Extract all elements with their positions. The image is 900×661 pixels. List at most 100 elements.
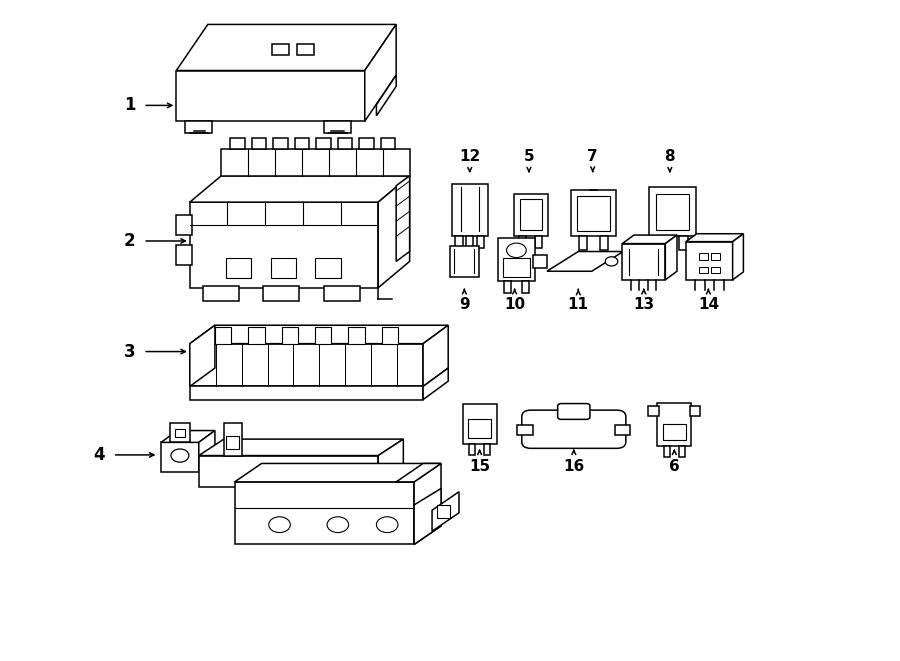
Bar (176, 245, 193, 264)
Bar (656, 194, 688, 230)
Bar (622, 244, 665, 280)
Circle shape (605, 256, 617, 266)
Bar (498, 239, 536, 281)
Polygon shape (378, 439, 403, 487)
Bar (657, 403, 691, 446)
Polygon shape (176, 71, 364, 121)
Bar (698, 266, 707, 273)
Polygon shape (423, 368, 448, 400)
FancyBboxPatch shape (558, 404, 590, 419)
Polygon shape (534, 254, 547, 268)
FancyBboxPatch shape (522, 410, 626, 448)
Bar (657, 237, 666, 250)
Bar (536, 237, 543, 249)
Bar (580, 237, 588, 250)
Text: 8: 8 (664, 149, 675, 164)
Polygon shape (224, 422, 242, 455)
Bar (520, 199, 542, 230)
Bar (324, 286, 360, 301)
Bar (686, 242, 733, 280)
Text: 3: 3 (124, 342, 136, 360)
Polygon shape (414, 463, 441, 545)
Bar (615, 424, 630, 435)
Bar (274, 137, 288, 149)
Polygon shape (423, 325, 448, 387)
Polygon shape (414, 488, 441, 545)
Bar (252, 137, 266, 149)
Bar (316, 137, 330, 149)
Text: 5: 5 (524, 149, 535, 164)
Bar (662, 424, 686, 440)
Bar (230, 137, 245, 149)
Polygon shape (324, 121, 351, 133)
Bar (295, 137, 309, 149)
Text: 7: 7 (588, 149, 598, 164)
Text: 13: 13 (634, 297, 654, 312)
Bar (578, 196, 609, 231)
Bar (649, 187, 696, 237)
Bar (271, 258, 296, 278)
Bar (298, 44, 313, 56)
Polygon shape (248, 327, 265, 344)
Text: 16: 16 (563, 459, 584, 473)
Polygon shape (221, 149, 410, 176)
Polygon shape (665, 235, 677, 280)
Bar (519, 237, 526, 249)
Polygon shape (235, 463, 441, 482)
Polygon shape (376, 75, 396, 116)
Text: 1: 1 (124, 97, 135, 114)
Circle shape (269, 517, 291, 533)
Bar (484, 444, 491, 455)
Text: 15: 15 (469, 459, 491, 473)
Bar (503, 258, 530, 277)
Bar (359, 137, 374, 149)
Bar (711, 266, 720, 273)
Bar (679, 446, 685, 457)
Polygon shape (396, 176, 410, 261)
Polygon shape (215, 327, 231, 344)
Text: 12: 12 (459, 149, 481, 164)
Bar (477, 237, 484, 249)
Bar (273, 44, 289, 56)
Polygon shape (199, 439, 403, 455)
Polygon shape (161, 430, 215, 442)
Bar (599, 237, 608, 250)
Polygon shape (185, 121, 212, 133)
Bar (468, 418, 491, 438)
Circle shape (327, 517, 348, 533)
Bar (572, 190, 616, 237)
Polygon shape (315, 327, 331, 344)
Bar (514, 194, 548, 237)
Polygon shape (382, 327, 398, 344)
Bar (679, 237, 688, 250)
Bar (698, 253, 707, 260)
Polygon shape (686, 234, 743, 242)
Polygon shape (547, 252, 623, 271)
Bar (648, 407, 659, 416)
Bar (452, 184, 488, 237)
Polygon shape (432, 492, 459, 531)
Text: 6: 6 (669, 459, 680, 473)
Polygon shape (190, 325, 215, 387)
Bar (504, 281, 511, 293)
Text: 9: 9 (459, 297, 470, 312)
Polygon shape (282, 327, 298, 344)
Bar (518, 424, 533, 435)
Polygon shape (348, 327, 364, 344)
Bar (315, 258, 340, 278)
Polygon shape (190, 202, 378, 288)
Polygon shape (190, 387, 423, 400)
Circle shape (507, 243, 526, 258)
Bar (522, 281, 529, 293)
Polygon shape (364, 24, 396, 121)
Polygon shape (378, 176, 410, 288)
Polygon shape (190, 325, 448, 344)
Text: 4: 4 (94, 446, 105, 464)
Bar (338, 137, 352, 149)
Bar (436, 505, 450, 518)
Bar (450, 246, 479, 277)
Bar (689, 407, 700, 416)
Polygon shape (176, 24, 396, 71)
Text: 11: 11 (568, 297, 589, 312)
Bar (226, 436, 239, 449)
